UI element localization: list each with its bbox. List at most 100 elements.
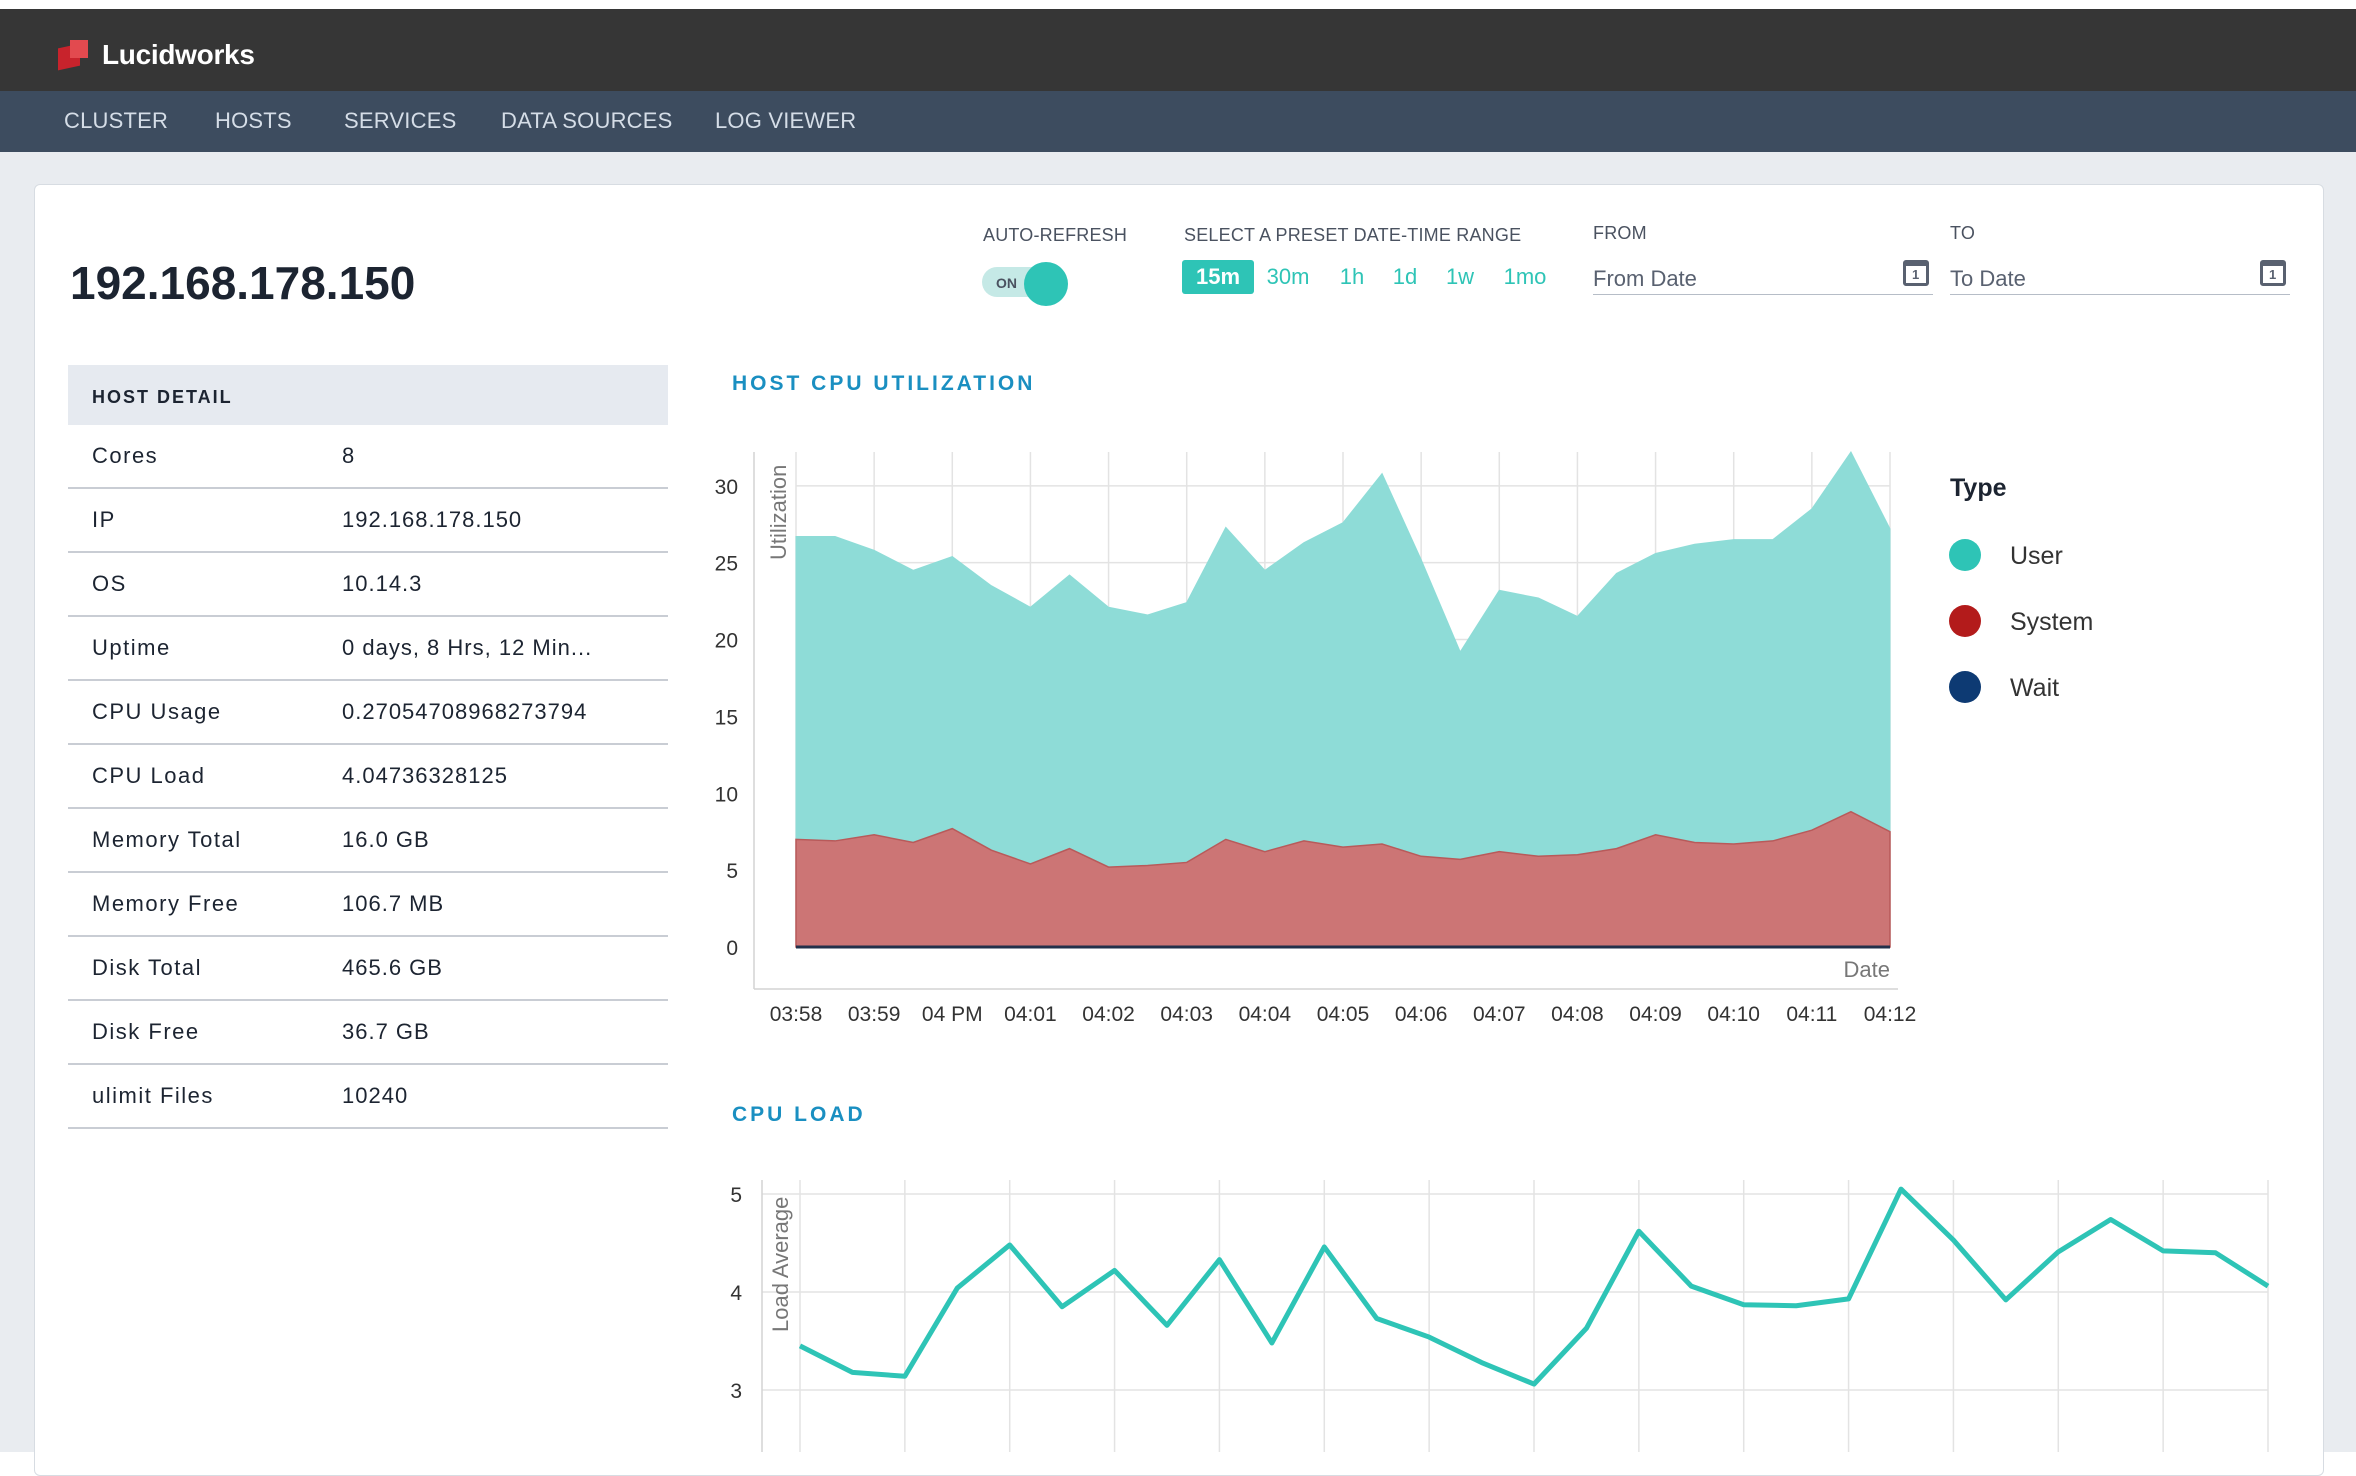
nav-cluster[interactable]: CLUSTER [64, 108, 169, 133]
x-tick-label: 04:02 [1082, 1003, 1135, 1026]
x-tick-label: 04:08 [1551, 1003, 1604, 1026]
from-label: FROM [1593, 223, 1647, 243]
x-tick-label: 04:12 [1864, 1003, 1917, 1026]
detail-row-cores: Cores 8 [68, 425, 668, 489]
legend-swatch-user [1949, 539, 1981, 571]
detail-row-memory-free: Memory Free 106.7 MB [68, 873, 668, 937]
detail-value: 4.04736328125 [342, 763, 508, 788]
detail-value: 8 [342, 443, 356, 468]
nav-services[interactable]: SERVICES [344, 108, 457, 133]
x-tick-label: 04:04 [1239, 1003, 1292, 1026]
x-tick-label: 04 PM [922, 1003, 983, 1026]
nav-data-sources[interactable]: DATA SOURCES [501, 108, 673, 133]
auto-refresh-label: AUTO-REFRESH [983, 225, 1128, 245]
app-name: Lucidworks [102, 39, 255, 70]
detail-row-uptime: Uptime 0 days, 8 Hrs, 12 Min... [68, 617, 668, 681]
legend-label-system: System [2010, 608, 2093, 636]
main-nav: CLUSTER HOSTS SERVICES DATA SOURCES LOG … [0, 91, 2356, 152]
preset-15m[interactable]: 15m [1182, 260, 1254, 294]
legend-label-wait: Wait [2010, 674, 2059, 702]
x-tick-label: 04:11 [1786, 1003, 1837, 1026]
nav-log-viewer[interactable]: LOG VIEWER [715, 108, 857, 133]
detail-value: 465.6 GB [342, 955, 443, 980]
detail-value: 0 days, 8 Hrs, 12 Min... [342, 635, 593, 660]
y-tick-label: 3 [730, 1380, 742, 1403]
detail-value: 36.7 GB [342, 1019, 430, 1044]
detail-key: Disk Free [92, 1019, 200, 1044]
cpu-load-title: CPU LOAD [732, 1103, 866, 1126]
detail-key: IP [92, 507, 116, 532]
legend-swatch-system [1949, 605, 1981, 637]
legend-label-user: User [2010, 542, 2063, 570]
detail-row-cpu-load: CPU Load 4.04736328125 [68, 745, 668, 809]
host-detail-heading: HOST DETAIL [92, 387, 233, 407]
y-axis-label: Utilization [766, 465, 791, 560]
detail-value: 10.14.3 [342, 571, 423, 596]
detail-value: 192.168.178.150 [342, 507, 523, 532]
cpu-utilization-title: HOST CPU UTILIZATION [732, 372, 1036, 395]
x-tick-label: 04:03 [1160, 1003, 1213, 1026]
x-tick-label: 04:09 [1629, 1003, 1682, 1026]
y-tick-label: 30 [715, 476, 738, 499]
preset-1h[interactable]: 1h [1339, 264, 1365, 289]
y-tick-label: 5 [726, 860, 738, 883]
y-tick-label: 20 [715, 630, 738, 653]
detail-key: CPU Load [92, 763, 206, 788]
to-date-input[interactable]: To Date [1950, 258, 2290, 295]
legend-title: Type [1950, 474, 2007, 502]
y-tick-label: 15 [715, 706, 738, 729]
x-tick-label: 04:07 [1473, 1003, 1526, 1026]
preset-1mo[interactable]: 1mo [1503, 264, 1547, 289]
preset-1w[interactable]: 1w [1445, 264, 1475, 289]
load-average-line [798, 1186, 2270, 1387]
x-tick-label: 04:01 [1004, 1003, 1057, 1026]
detail-key: OS [92, 571, 127, 596]
x-tick-label: 04:10 [1707, 1003, 1760, 1026]
system-area [795, 810, 1891, 948]
to-label: TO [1950, 223, 1976, 243]
x-tick-label: 03:59 [848, 1003, 901, 1026]
page-title: 192.168.178.150 [70, 257, 416, 309]
y-tick-label: 5 [730, 1184, 742, 1207]
legend-swatch-wait [1949, 671, 1981, 703]
from-date-placeholder: From Date [1593, 266, 1697, 291]
calendar-icon[interactable] [2260, 260, 2286, 286]
y-tick-label: 25 [715, 553, 738, 576]
x-tick-label: 04:05 [1317, 1003, 1370, 1026]
lucidworks-logo-icon [58, 40, 88, 71]
auto-refresh-toggle[interactable]: ON [982, 262, 1068, 306]
detail-row-disk-free: Disk Free 36.7 GB [68, 1001, 668, 1065]
detail-row-memory-total: Memory Total 16.0 GB [68, 809, 668, 873]
x-tick-label: 03:58 [770, 1003, 823, 1026]
from-date-input[interactable]: From Date [1593, 258, 1933, 295]
y-tick-label: 4 [730, 1282, 742, 1305]
y-tick-label: 0 [726, 937, 738, 960]
nav-hosts[interactable]: HOSTS [215, 108, 292, 133]
detail-key: Uptime [92, 635, 171, 660]
detail-row-cpu-usage: CPU Usage 0.27054708968273794 [68, 681, 668, 745]
detail-value: 10240 [342, 1083, 409, 1108]
preset-1d[interactable]: 1d [1392, 264, 1418, 289]
detail-key: Memory Free [92, 891, 240, 916]
calendar-icon[interactable] [1903, 260, 1929, 286]
cpu-utilization-chart: 0 5 10 15 20 25 30 03:58 03:59 04 PM 04:01 04:02 04:… [715, 451, 2093, 1026]
host-detail-header: HOST DETAIL [68, 365, 668, 425]
detail-row-disk-total: Disk Total 465.6 GB [68, 937, 668, 1001]
y-axis-label: Load Average [768, 1197, 793, 1332]
detail-key: CPU Usage [92, 699, 222, 724]
cpu-load-chart: 3 4 5 Load Average [730, 1180, 2270, 1452]
app-logo[interactable]: Lucidworks [58, 39, 255, 71]
top-bar: Lucidworks [0, 9, 2356, 91]
preset-range-label: SELECT A PRESET DATE-TIME RANGE [1184, 225, 1522, 245]
detail-key: Disk Total [92, 955, 202, 980]
detail-row-os: OS 10.14.3 [68, 553, 668, 617]
x-tick-label: 04:06 [1395, 1003, 1448, 1026]
detail-value: 16.0 GB [342, 827, 430, 852]
detail-key: Cores [92, 443, 159, 468]
y-tick-label: 10 [715, 783, 738, 806]
to-date-placeholder: To Date [1950, 266, 2026, 291]
detail-key: ulimit Files [92, 1083, 214, 1108]
detail-value: 106.7 MB [342, 891, 445, 916]
preset-30m[interactable]: 30m [1266, 264, 1310, 289]
detail-value: 0.27054708968273794 [342, 699, 588, 724]
